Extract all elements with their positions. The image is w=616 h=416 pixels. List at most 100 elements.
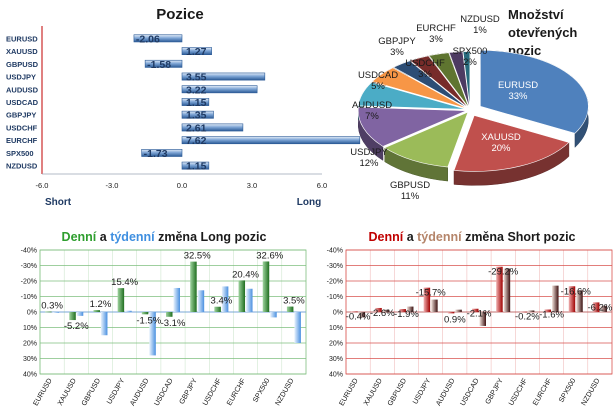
long-change-label-audusd: -1.5% bbox=[136, 315, 161, 326]
positions-value-eurusd: -2.06 bbox=[136, 33, 160, 45]
positions-value-spx500: -1.73 bbox=[144, 148, 168, 160]
long-change-category-nzdusd: NZDUSD bbox=[273, 377, 296, 407]
pie-label-name-gbpjpy: GBPJPY bbox=[378, 36, 416, 47]
short-change-bar-daily-xauusd bbox=[375, 307, 382, 312]
short-change-bar-weekly-eurchf bbox=[552, 285, 559, 312]
long-change-tick-7: -30% bbox=[21, 263, 37, 270]
short-change-category-gbpusd: GBPUSD bbox=[385, 377, 408, 408]
positions-category-gbpjpy: GBPJPY bbox=[6, 111, 36, 120]
positions-value-gbpusd: -1.58 bbox=[147, 59, 171, 71]
long-change-category-gbpusd: GBPUSD bbox=[79, 377, 102, 408]
positions-chart: Pozice -2.061.27-1.583.553.221.151.352.6… bbox=[6, 6, 361, 208]
long-change-bar-weekly-eurusd bbox=[52, 312, 60, 313]
short-change-bar-weekly-nzdusd bbox=[600, 305, 607, 312]
positions-bar-eurchf bbox=[181, 136, 361, 145]
positions-bar-eurusd bbox=[133, 34, 183, 43]
short-side-label: Short bbox=[45, 197, 72, 208]
positions-value-nzdusd: 1.15 bbox=[186, 161, 207, 173]
positions-title: Pozice bbox=[156, 6, 204, 23]
long-change-bar-weekly-usdcad bbox=[173, 287, 180, 312]
pie-label-name-spx500: SPX500 bbox=[453, 46, 488, 57]
long-change-tick-8: -40% bbox=[21, 248, 37, 255]
long-change-bars bbox=[45, 261, 301, 356]
short-change-bar-daily-nzdusd bbox=[592, 302, 600, 312]
long-change-tick-5: -10% bbox=[21, 294, 37, 301]
short-change-bar-weekly-xauusd bbox=[382, 309, 390, 312]
pie-label-percent-usdjpy: 12% bbox=[359, 158, 379, 169]
short-title-part-and: a bbox=[403, 230, 417, 244]
short-change-category-eurusd: EURUSD bbox=[337, 377, 360, 408]
short-change-category-usdjpy: USDJPY bbox=[410, 376, 432, 405]
short-change-tick-6: 20% bbox=[329, 341, 343, 348]
positions-tick-3: 3.0 bbox=[247, 181, 257, 190]
positions-bar-spx500 bbox=[141, 149, 183, 157]
positions-bar-nzdusd bbox=[181, 161, 210, 170]
long-change-label-usdjpy: 15.4% bbox=[111, 277, 138, 288]
positions-value-eurchf: 7.62 bbox=[186, 135, 207, 147]
short-change-tick-3: -10% bbox=[327, 294, 343, 301]
long-title-part-and: a bbox=[96, 230, 110, 244]
short-change-bar-daily-gbpusd bbox=[399, 309, 406, 312]
pie-slice-usdchf bbox=[428, 52, 470, 108]
long-change-bar-weekly-usdjpy bbox=[125, 310, 132, 312]
positions-category-eurchf: EURCHF bbox=[6, 136, 38, 145]
short-change-tick-1: -30% bbox=[327, 263, 343, 270]
long-change-bar-daily-usdjpy bbox=[117, 288, 125, 312]
long-change-label-gbpusd: 1.2% bbox=[90, 299, 112, 310]
pie-label-percent-nzdusd: 1% bbox=[473, 25, 487, 36]
long-change-bar-daily-eurusd bbox=[45, 311, 52, 313]
long-change-category-gbpjpy: GBPJPY bbox=[177, 376, 199, 405]
positions-value-usdjpy: 3.55 bbox=[186, 72, 207, 84]
long-change-tick-1: 30% bbox=[23, 356, 37, 363]
short-change-chart: Denní a týdenní změna Short pozic -40% -3… bbox=[327, 230, 613, 407]
positions-category-eurusd: EURUSD bbox=[6, 34, 38, 43]
pie-label-percent-usdchf: 3% bbox=[418, 69, 432, 80]
long-change-bar-weekly-gbpjpy bbox=[197, 290, 205, 312]
long-change-chart: Denní a týdenní změna Long pozic 40% 30% 2… bbox=[21, 230, 307, 407]
pie-label-percent-audusd: 7% bbox=[365, 111, 379, 122]
pie-slices bbox=[357, 50, 589, 186]
long-change-tick-6: -20% bbox=[21, 279, 37, 286]
positions-tick-1: -3.0 bbox=[106, 181, 119, 190]
long-change-tick-2: 20% bbox=[23, 341, 37, 348]
long-change-label-eurchf: 20.4% bbox=[232, 269, 259, 280]
long-title-part-weekly: týdenní bbox=[110, 230, 155, 244]
pie-slice-eurusd bbox=[480, 50, 589, 134]
positions-value-gbpjpy: 1.35 bbox=[186, 110, 207, 122]
short-change-bar-weekly-spx500 bbox=[576, 290, 583, 312]
long-change-category-usdchf: USDCHF bbox=[200, 376, 223, 407]
short-change-label-gbpjpy: -29.2% bbox=[488, 267, 519, 278]
pie-label-percent-gbpusd: 11% bbox=[401, 191, 420, 202]
short-change-label-nzdusd: -6.2% bbox=[587, 302, 612, 313]
positions-category-usdchf: USDCHF bbox=[6, 123, 38, 132]
pie-slice-eurchf bbox=[409, 55, 469, 109]
long-change-categories: EURUSD XAUUSD GBPUSD USDJPY AUDUSD USDCAD GBPJ… bbox=[31, 376, 296, 407]
short-change-category-usdchf: USDCHF bbox=[506, 376, 529, 407]
short-change-bar-weekly-usdcad bbox=[479, 312, 486, 326]
long-change-bar-weekly-eurchf bbox=[246, 288, 253, 312]
positions-bar-gbpjpy bbox=[181, 110, 214, 119]
long-change-label-gbpjpy: 32.5% bbox=[184, 251, 211, 262]
long-change-category-spx500: SPX500 bbox=[250, 376, 271, 403]
open-positions-pie-chart: Množství otevřených pozic EURUSD33%XAUUS… bbox=[350, 7, 589, 202]
short-change-label-audusd: 0.9% bbox=[444, 314, 466, 325]
positions-value-usdcad: 1.15 bbox=[186, 97, 207, 109]
long-change-data-labels: 0.3%-5.2%1.2% 15.4% -1.5% -3.1% 32.5% 3.4% 20.… bbox=[41, 250, 305, 332]
short-title-part-daily: Denní bbox=[369, 230, 404, 244]
long-change-bar-weekly-nzdusd bbox=[294, 312, 301, 343]
long-change-label-eurusd: 0.3% bbox=[41, 301, 63, 312]
long-change-title: Denní a týdenní změna Long pozic bbox=[62, 230, 267, 244]
short-change-bar-weekly-audusd bbox=[455, 309, 462, 312]
short-change-categories: EURUSD XAUUSD GBPUSD USDJPY AUDUSD USDCAD GBPJ… bbox=[337, 376, 602, 407]
short-change-bar-daily-spx500 bbox=[568, 286, 576, 312]
pie-label-name-usdchf: USDCHF bbox=[405, 58, 445, 69]
short-change-label-eurusd: -0.4% bbox=[346, 311, 371, 322]
long-change-bar-daily-gbpjpy bbox=[190, 261, 197, 312]
pie-label-name-xauusd: XAUUSD bbox=[481, 132, 521, 143]
positions-axis: EURUSD XAUUSD GBPUSD USDJPY AUDUSD USDCAD GBPJ… bbox=[6, 26, 327, 190]
positions-category-audusd: AUDUSD bbox=[6, 85, 39, 94]
long-change-bar-daily-audusd bbox=[141, 312, 149, 315]
positions-category-usdcad: USDCAD bbox=[6, 98, 39, 107]
long-change-bar-daily-usdchf bbox=[214, 306, 221, 312]
